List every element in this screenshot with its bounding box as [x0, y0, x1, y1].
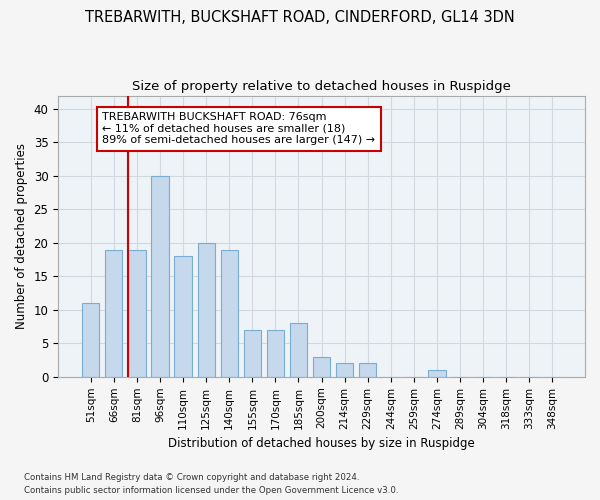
Bar — [244, 330, 261, 377]
Bar — [290, 323, 307, 377]
Bar — [221, 250, 238, 377]
Bar — [359, 364, 376, 377]
Bar — [336, 364, 353, 377]
Text: Contains HM Land Registry data © Crown copyright and database right 2024.
Contai: Contains HM Land Registry data © Crown c… — [24, 474, 398, 495]
Title: Size of property relative to detached houses in Ruspidge: Size of property relative to detached ho… — [132, 80, 511, 93]
X-axis label: Distribution of detached houses by size in Ruspidge: Distribution of detached houses by size … — [168, 437, 475, 450]
Bar — [313, 356, 330, 377]
Bar — [197, 243, 215, 377]
Bar — [175, 256, 192, 377]
Bar — [105, 250, 122, 377]
Text: TREBARWITH, BUCKSHAFT ROAD, CINDERFORD, GL14 3DN: TREBARWITH, BUCKSHAFT ROAD, CINDERFORD, … — [85, 10, 515, 25]
Bar — [82, 303, 100, 377]
Y-axis label: Number of detached properties: Number of detached properties — [15, 143, 28, 329]
Bar — [151, 176, 169, 377]
Bar — [267, 330, 284, 377]
Bar — [128, 250, 146, 377]
Text: TREBARWITH BUCKSHAFT ROAD: 76sqm
← 11% of detached houses are smaller (18)
89% o: TREBARWITH BUCKSHAFT ROAD: 76sqm ← 11% o… — [102, 112, 376, 146]
Bar — [428, 370, 446, 377]
